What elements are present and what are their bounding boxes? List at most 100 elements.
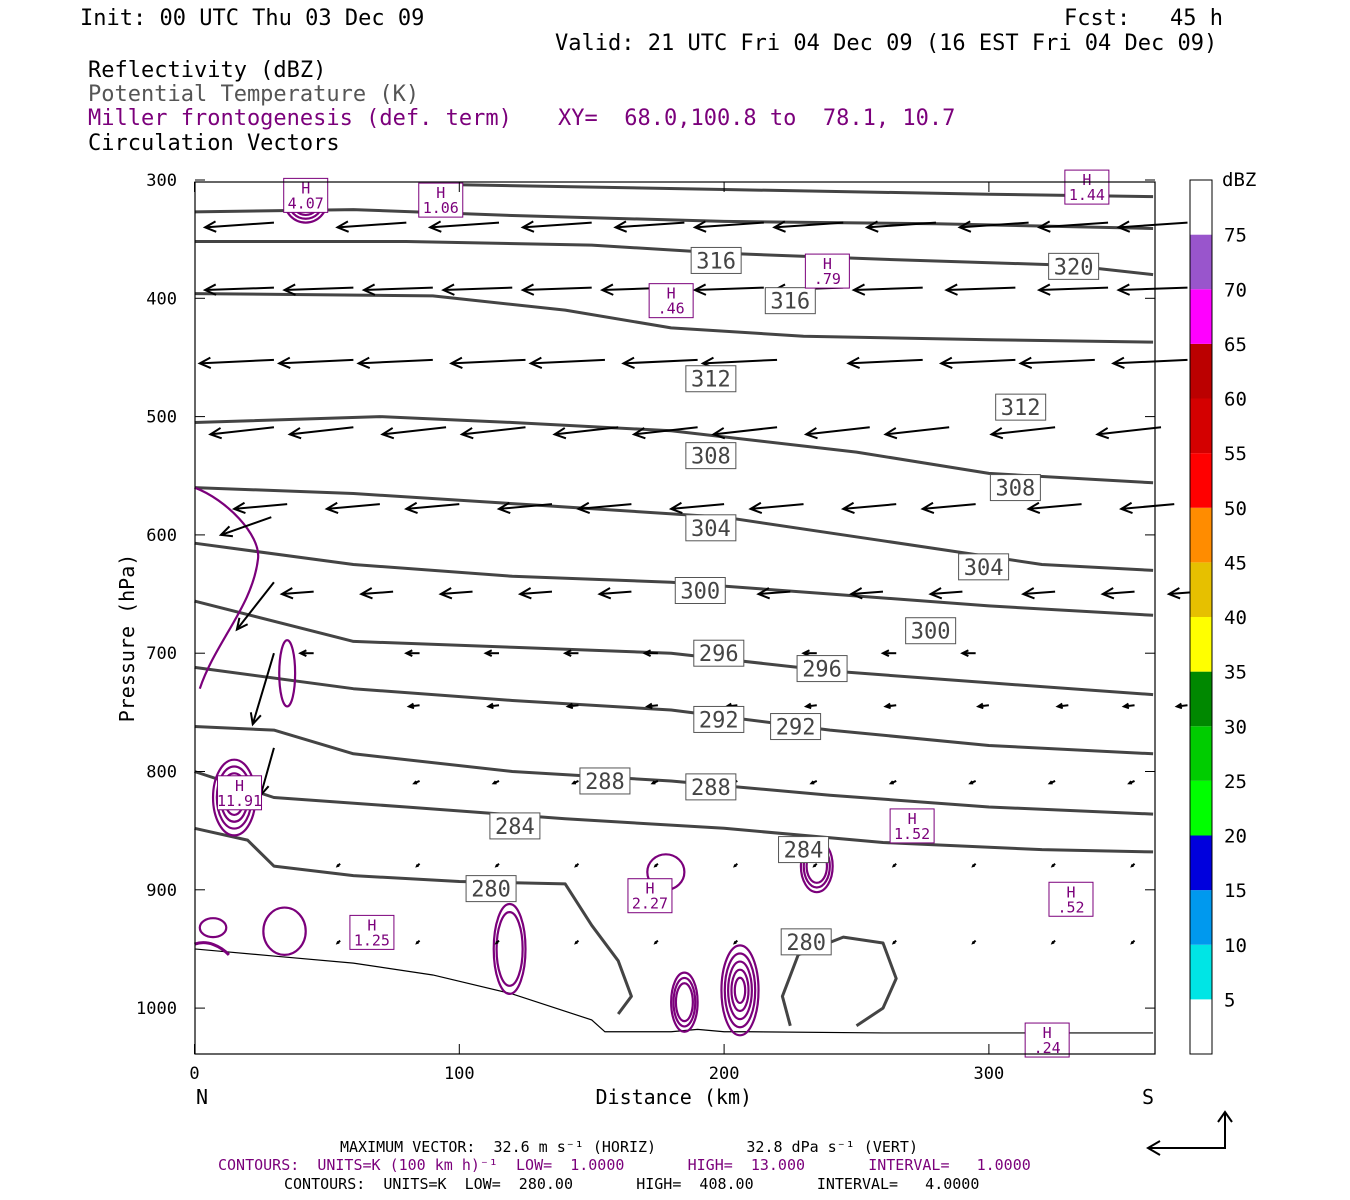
fronto-max-letter: H — [667, 285, 676, 303]
plot-frame — [194, 181, 1156, 1055]
fronto-maximum: H2.27 — [627, 878, 673, 914]
circulation-vector — [1130, 863, 1136, 868]
y-axis-label: Pressure (hPa) — [115, 554, 139, 723]
circulation-vector — [496, 501, 553, 515]
fronto-contour — [727, 960, 753, 1021]
circulation-vector — [772, 220, 844, 233]
theta-contour-label: 300 — [674, 577, 726, 605]
fronto-max-value: .52 — [1057, 898, 1084, 916]
circulation-vector — [359, 587, 394, 600]
circulation-vector — [732, 939, 739, 945]
theta-contour-value: 308 — [996, 477, 1036, 502]
theta-contour-label: 296 — [693, 639, 745, 667]
theta-contour — [194, 208, 1154, 230]
circulation-vector — [968, 780, 977, 785]
field-frontogenesis: Miller frontogenesis (def. term) — [88, 106, 512, 131]
circulation-vector — [613, 220, 685, 233]
field-theta: Potential Temperature (K) — [88, 82, 420, 107]
circulation-vector — [756, 587, 791, 600]
theta-contour-label: 300 — [905, 617, 957, 645]
theta-contour — [459, 183, 1154, 199]
y-tick-label: 400 — [146, 289, 177, 309]
circulation-vector — [1111, 356, 1188, 369]
circulation-vector — [711, 426, 778, 440]
fronto-maximum: H.46 — [648, 283, 694, 319]
circulation-vector — [960, 649, 976, 657]
theta-contour-label: 320 — [1048, 252, 1100, 280]
theta-contour-info: CONTOURS: UNITS=K LOW= 280.00 HIGH= 408.… — [284, 1175, 980, 1193]
fronto-max-letter: H — [235, 777, 244, 795]
circulation-vector — [520, 220, 592, 233]
circulation-vector — [803, 426, 870, 440]
circulation-vector — [517, 587, 553, 600]
circulation-vector — [427, 220, 500, 233]
circulation-vector — [380, 426, 447, 440]
circulation-vector — [957, 220, 1029, 233]
x-tick-label: 100 — [444, 1064, 475, 1084]
fronto-maximum: H4.07 — [283, 177, 329, 213]
theta-contour-label: 284 — [489, 812, 541, 840]
circulation-vector — [1036, 220, 1109, 233]
theta-contour-label: 308 — [989, 474, 1041, 502]
fronto-max-letter: H — [645, 880, 654, 898]
circulation-vector — [1119, 501, 1175, 515]
circulation-vector — [287, 426, 354, 440]
theta-contour-value: 292 — [699, 708, 739, 733]
circulation-vector — [494, 863, 500, 868]
theta-contour-value: 300 — [911, 620, 951, 645]
circulation-vector — [971, 939, 977, 945]
south-end-label: S — [1142, 1085, 1154, 1109]
circulation-vector — [197, 356, 274, 369]
fronto-contour — [198, 917, 228, 939]
circulation-vector — [415, 863, 421, 868]
circulation-vector — [1095, 426, 1162, 440]
theta-contour-label: 280 — [465, 875, 517, 903]
fronto-max-letter: H — [823, 255, 832, 273]
fronto-contour — [194, 486, 260, 690]
circulation-vector — [249, 652, 275, 727]
fronto-maximum: H.52 — [1048, 881, 1094, 917]
theta-contour-value: 304 — [964, 556, 1004, 581]
circulation-vector — [668, 501, 725, 515]
colorbar-band — [1190, 726, 1212, 781]
circulation-vector — [803, 702, 817, 710]
colorbar-level: 20 — [1224, 826, 1247, 848]
fronto-contour — [674, 982, 694, 1023]
circulation-vector — [1174, 702, 1188, 710]
circulation-vector — [891, 863, 897, 868]
circulation-vector — [298, 649, 314, 657]
circulation-vector — [1127, 780, 1135, 785]
circulation-vector — [1026, 501, 1082, 515]
theta-contour-value: 300 — [680, 580, 720, 605]
cross-section-endpoints: XY= 68.0,100.8 to 78.1, 10.7 — [558, 106, 956, 131]
x-tick-label: 200 — [709, 1064, 740, 1084]
circulation-vector — [653, 863, 659, 868]
theta-contour — [194, 770, 1154, 854]
colorbar-band — [1190, 343, 1212, 399]
theta-contour-value: 288 — [691, 776, 731, 801]
circulation-vector — [282, 283, 354, 296]
y-tick-label: 900 — [146, 881, 177, 901]
fronto-contour — [495, 910, 524, 987]
circulation-vector — [971, 863, 977, 868]
vector-scale-arrowhead — [1146, 1140, 1161, 1156]
theta-contour — [194, 240, 1154, 277]
fronto-contour — [672, 976, 697, 1028]
circulation-vector — [1036, 283, 1109, 296]
colorbar-band — [1190, 453, 1212, 508]
fronto-maximum: H1.44 — [1064, 169, 1110, 205]
x-axis-label: Distance (km) — [596, 1085, 753, 1109]
theta-contour-label: 288 — [685, 773, 737, 801]
theta-contour-label: 284 — [778, 836, 830, 864]
colorbar-level: 25 — [1224, 771, 1247, 793]
colorbar-level: 5 — [1224, 989, 1235, 1011]
fronto-contour — [492, 902, 527, 996]
y-tick-label: 1000 — [136, 999, 177, 1019]
fronto-contour — [262, 906, 307, 956]
fronto-contour — [733, 976, 747, 1005]
theta-contour-label: 316 — [764, 287, 816, 315]
circulation-vector — [880, 649, 897, 657]
theta-contour-label: 304 — [958, 553, 1010, 581]
colorbar-level: 45 — [1224, 552, 1247, 574]
theta-contour-value: 288 — [585, 770, 625, 795]
